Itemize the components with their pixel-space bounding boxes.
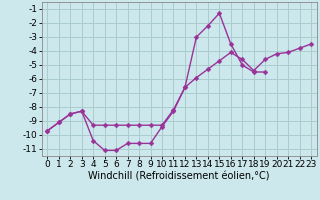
X-axis label: Windchill (Refroidissement éolien,°C): Windchill (Refroidissement éolien,°C) (88, 172, 270, 182)
